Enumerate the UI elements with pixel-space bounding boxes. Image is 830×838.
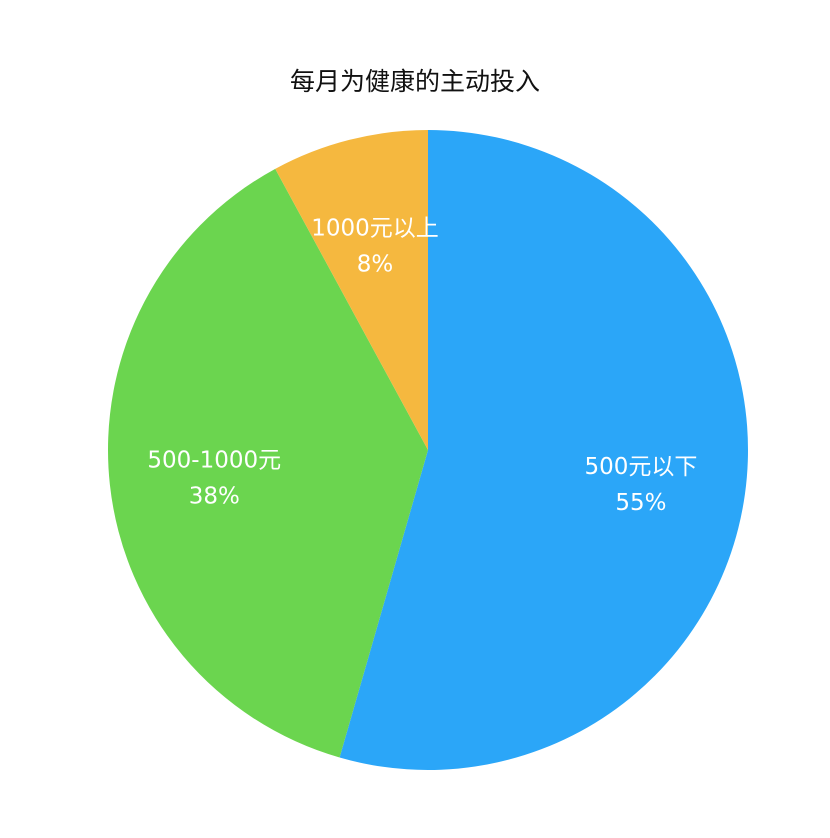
slice-percent-label: 55%	[615, 490, 666, 516]
pie-slice	[275, 130, 428, 450]
slice-percent-label: 8%	[357, 252, 394, 278]
pie-slice	[339, 130, 748, 770]
slice-label: 500元以下	[584, 454, 697, 480]
slice-label: 1000元以上	[311, 216, 439, 242]
slice-percent-label: 38%	[189, 483, 240, 509]
chart-title: 每月为健康的主动投入	[289, 67, 540, 96]
slice-label: 500-1000元	[147, 447, 281, 473]
pie-slice	[108, 168, 428, 758]
